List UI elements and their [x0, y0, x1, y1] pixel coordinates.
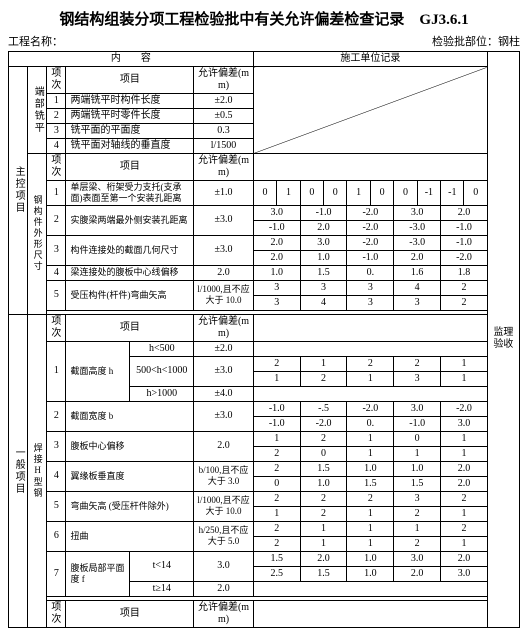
tol-hdr: 允许偏差(mm): [194, 67, 254, 94]
item-hdr: 项目: [66, 67, 194, 94]
project-label: 工程名称：: [8, 33, 63, 49]
cat-general: 一般项目: [9, 314, 28, 627]
page-title: 钢结构组装分项工程检验批中有关允许偏差检查记录 GJ3.6.1: [8, 8, 520, 29]
hdr-content: 内 容: [9, 52, 254, 67]
cat-main: 主控项目: [9, 67, 28, 315]
batch-label: 检验批部位：钢柱: [432, 33, 520, 49]
hdr-record: 施工单位记录: [253, 52, 487, 67]
header-line: 工程名称： 检验批部位：钢柱: [8, 33, 520, 49]
grp1-name: 端部铣平: [28, 67, 47, 154]
grp3-name: 焊接H型钢: [28, 314, 47, 627]
seq-hdr: 项次: [47, 67, 66, 94]
main-table: 内 容 施工单位记录 监理验收 主控项目 端部铣平 项次 项目 允许偏差(mm)…: [8, 51, 520, 628]
hdr-supervise: 监理验收: [487, 52, 519, 628]
grp2-name: 钢构件外形尺寸: [28, 154, 47, 315]
blank: [253, 67, 487, 154]
